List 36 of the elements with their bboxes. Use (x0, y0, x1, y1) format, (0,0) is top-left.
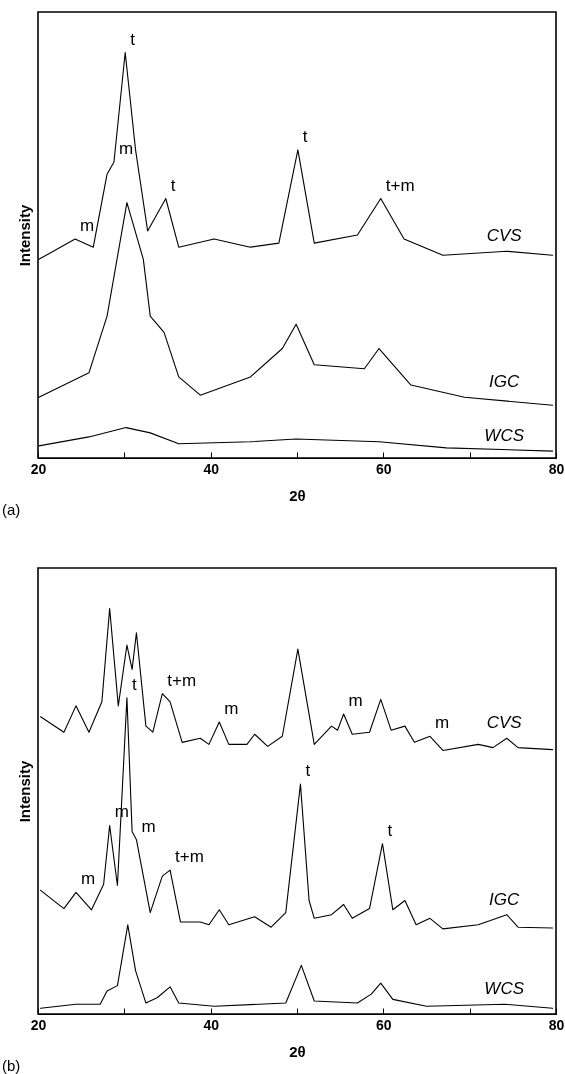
annotation: t (305, 761, 311, 781)
x-tick-label: 80 (548, 1016, 565, 1033)
series-label: IGC (489, 889, 521, 909)
annotation: t (131, 674, 137, 694)
annotation: t (387, 820, 393, 840)
annotation: t+m (167, 670, 197, 690)
annotation: m (224, 699, 239, 719)
y-axis-title: Intensity (15, 760, 33, 823)
annotation: t (170, 175, 176, 195)
series-label: IGC (489, 372, 521, 392)
annotation: m (141, 816, 156, 836)
series-label: WCS (484, 979, 525, 999)
annotation: t (302, 126, 308, 146)
annotation: m (348, 690, 363, 710)
x-tick-label: 40 (203, 1016, 220, 1033)
annotation: m (118, 139, 134, 159)
x-tick-label: 40 (203, 460, 220, 477)
x-tick-label: 60 (376, 460, 392, 477)
series-label: WCS (484, 426, 525, 446)
annotation: m (80, 216, 95, 236)
x-axis-title: 2θ (289, 486, 306, 504)
series-label: CVS (486, 713, 523, 733)
annotation: t (130, 29, 136, 49)
text: (a) (2, 501, 21, 518)
x-tick-label: 20 (30, 1016, 47, 1033)
text: (b) (2, 1057, 21, 1074)
x-tick-label: 80 (548, 460, 565, 477)
annotation: t+m (385, 175, 415, 195)
x-axis-title: 2θ (289, 1042, 306, 1060)
x-tick-label: 20 (30, 460, 47, 477)
x-tick-label: 60 (376, 1016, 392, 1033)
y-axis-title: Intensity (15, 204, 33, 267)
annotation: m (80, 869, 96, 889)
annotation: m (434, 713, 450, 733)
annotation: t+m (175, 847, 204, 867)
series-label: CVS (486, 226, 523, 246)
